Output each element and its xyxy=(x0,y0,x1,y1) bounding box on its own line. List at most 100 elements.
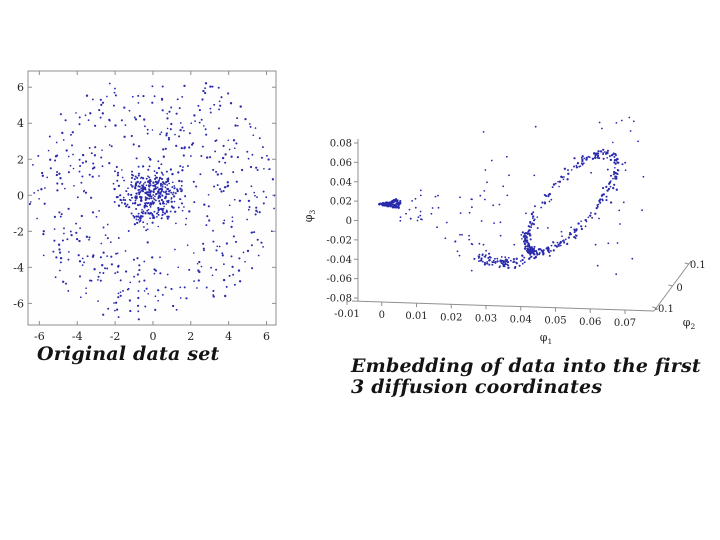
data-point xyxy=(480,257,483,260)
data-point xyxy=(147,168,150,171)
data-point xyxy=(106,95,108,98)
data-point xyxy=(135,207,138,211)
data-point xyxy=(180,190,183,193)
data-point xyxy=(157,190,160,193)
data-point xyxy=(151,85,154,88)
data-point xyxy=(599,198,602,201)
data-point xyxy=(64,282,68,285)
data-point xyxy=(160,131,163,134)
data-point xyxy=(166,127,169,130)
data-point xyxy=(611,141,614,144)
data-point xyxy=(609,158,613,162)
data-point xyxy=(481,260,484,263)
data-point xyxy=(117,237,120,239)
data-point xyxy=(624,161,627,164)
data-point xyxy=(193,201,196,204)
data-point xyxy=(85,292,87,295)
data-point xyxy=(97,279,99,281)
data-point xyxy=(192,252,195,254)
data-point xyxy=(136,180,139,184)
data-point xyxy=(157,195,160,199)
data-point xyxy=(486,262,489,265)
data-point xyxy=(399,203,402,205)
data-point xyxy=(581,163,584,166)
data-point xyxy=(100,103,103,106)
data-point xyxy=(204,82,208,85)
data-point xyxy=(254,127,257,129)
data-point xyxy=(157,289,160,292)
data-point xyxy=(198,109,201,112)
data-point xyxy=(480,220,483,222)
data-point xyxy=(42,230,45,233)
data-point xyxy=(135,218,138,221)
data-point xyxy=(587,155,590,158)
data-point xyxy=(72,167,75,170)
data-point xyxy=(149,205,152,208)
data-point xyxy=(190,143,194,146)
data-point xyxy=(203,91,207,95)
data-point xyxy=(145,191,149,194)
right-z-tick-label: -0.08 xyxy=(326,294,352,305)
data-point xyxy=(382,204,386,207)
data-point xyxy=(149,184,152,187)
data-point xyxy=(526,241,529,244)
data-point xyxy=(124,250,127,252)
data-point xyxy=(132,258,135,261)
data-point xyxy=(193,114,196,117)
data-point xyxy=(85,287,87,290)
data-point xyxy=(158,194,161,197)
data-point xyxy=(254,213,257,216)
data-point xyxy=(212,168,215,171)
data-point xyxy=(219,104,222,107)
data-point xyxy=(595,153,598,156)
data-point xyxy=(148,179,150,182)
data-point xyxy=(179,198,182,200)
data-point xyxy=(138,192,141,194)
data-point xyxy=(137,290,140,292)
data-point xyxy=(256,168,259,172)
data-point xyxy=(53,215,57,219)
right-x-tick-label: 0.05 xyxy=(544,316,566,327)
data-point xyxy=(150,197,153,200)
data-point xyxy=(146,209,149,212)
data-point xyxy=(78,158,81,161)
data-point xyxy=(143,187,146,191)
data-point xyxy=(143,260,146,263)
data-point xyxy=(136,273,139,276)
data-point xyxy=(235,180,238,183)
data-point xyxy=(552,249,555,252)
data-point xyxy=(56,189,59,192)
data-point xyxy=(477,255,480,258)
data-point xyxy=(521,231,524,234)
data-point xyxy=(612,173,615,176)
data-point xyxy=(143,125,146,128)
data-point xyxy=(79,296,82,299)
data-point xyxy=(173,200,176,203)
data-point xyxy=(128,299,132,302)
data-point xyxy=(606,168,609,171)
data-point xyxy=(486,181,488,184)
data-point xyxy=(119,194,121,197)
data-point xyxy=(123,179,126,182)
data-point xyxy=(134,199,137,202)
data-point xyxy=(470,269,473,272)
data-point xyxy=(491,263,494,266)
data-point xyxy=(596,205,599,208)
data-point xyxy=(216,173,219,176)
data-point xyxy=(538,248,541,250)
data-point xyxy=(532,215,535,218)
data-point xyxy=(585,158,588,161)
data-point xyxy=(137,174,140,177)
data-point xyxy=(32,164,34,166)
data-point xyxy=(251,231,254,234)
data-point xyxy=(437,206,440,209)
data-point xyxy=(183,147,186,150)
data-point xyxy=(59,261,62,264)
data-point xyxy=(252,134,255,137)
data-point xyxy=(503,265,506,268)
data-point xyxy=(484,198,486,201)
data-point xyxy=(137,215,140,218)
data-point xyxy=(76,196,79,199)
data-point xyxy=(533,245,536,248)
data-point xyxy=(90,152,93,155)
